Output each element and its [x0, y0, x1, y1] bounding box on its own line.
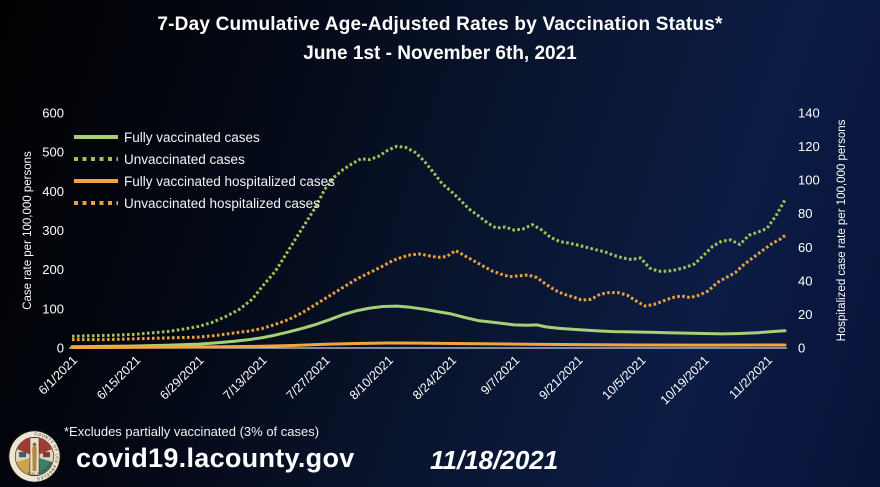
legend-item: Unvaccinated hospitalized cases: [74, 192, 335, 214]
left-axis-tick-label: 200: [42, 262, 64, 277]
x-axis-tick-label: 9/21/2021: [536, 353, 585, 402]
left-axis-tick-label: 400: [42, 184, 64, 199]
series-unvaccinated-hospitalized-cases: [72, 234, 786, 342]
right-axis-title: Hospitalized case rate per 100,000 perso…: [836, 119, 848, 341]
left-axis-tick-label: 500: [42, 145, 64, 160]
page-title: 7-Day Cumulative Age-Adjusted Rates by V…: [0, 10, 880, 69]
right-axis-tick-label: 140: [798, 106, 820, 121]
right-axis-tick-label: 80: [798, 206, 812, 221]
x-axis-tick-label: 11/2/2021: [727, 353, 776, 402]
x-axis-tick-label: 6/29/2021: [157, 353, 206, 402]
chart-legend: Fully vaccinated cases Unvaccinated cases…: [74, 126, 335, 214]
solid-line-swatch: [74, 135, 118, 139]
x-axis-tick-label: 10/19/2021: [658, 353, 712, 407]
slide-date: 11/18/2021: [430, 445, 559, 475]
site-url-text: covid19.lacounty.gov: [76, 443, 355, 473]
dotted-line-swatch: [74, 157, 118, 161]
title-line-1: 7-Day Cumulative Age-Adjusted Rates by V…: [157, 14, 723, 35]
right-axis-tick-label: 40: [798, 273, 812, 288]
left-axis-tick-label: 600: [42, 106, 64, 121]
right-axis-tick-label: 120: [798, 139, 820, 154]
left-axis-title: Case rate per 100,000 persons: [22, 151, 34, 310]
right-axis-tick-label: 20: [798, 307, 812, 322]
legend-item: Fully vaccinated cases: [74, 126, 335, 148]
legend-item: Unvaccinated cases: [74, 148, 335, 170]
solid-line-swatch: [74, 179, 118, 183]
series-unvaccinated-cases: [71, 144, 787, 338]
legend-label: Fully vaccinated cases: [124, 129, 260, 145]
x-axis-tick-label: 8/24/2021: [410, 353, 459, 402]
x-axis-tick-label: 9/7/2021: [478, 353, 522, 397]
legend-label: Unvaccinated cases: [124, 151, 245, 167]
x-axis-tick-label: 7/13/2021: [220, 353, 269, 402]
right-axis-tick-label: 100: [798, 173, 820, 188]
x-axis-tick-label: 7/27/2021: [284, 353, 333, 402]
dotted-line-swatch: [74, 201, 118, 205]
legend-item: Fully vaccinated hospitalized cases: [74, 170, 335, 192]
x-axis-tick-label: 6/1/2021: [36, 353, 80, 397]
left-axis-tick-label: 300: [42, 223, 64, 238]
series-fully-vaccinated-cases: [70, 304, 787, 349]
right-axis-tick-label: 60: [798, 240, 812, 255]
title-line-2: June 1st - November 6th, 2021: [303, 43, 577, 65]
x-axis-tick-label: 10/5/2021: [599, 353, 648, 402]
legend-label: Fully vaccinated hospitalized cases: [124, 173, 335, 189]
left-axis-tick-label: 0: [57, 341, 64, 356]
left-axis-tick-label: 100: [42, 301, 64, 316]
footnote: *Excludes partially vaccinated (3% of ca…: [64, 424, 320, 439]
x-axis-tick-label: 8/10/2021: [347, 353, 396, 402]
x-axis-tick-label: 6/15/2021: [94, 353, 143, 402]
legend-label: Unvaccinated hospitalized cases: [124, 195, 320, 211]
right-axis-tick-label: 0: [798, 341, 805, 356]
la-county-seal: COUNTY OF LOS ANGELES CALIFORNIA: [7, 429, 62, 484]
series-fully-vaccinated-hospitalized-cases: [70, 341, 787, 349]
